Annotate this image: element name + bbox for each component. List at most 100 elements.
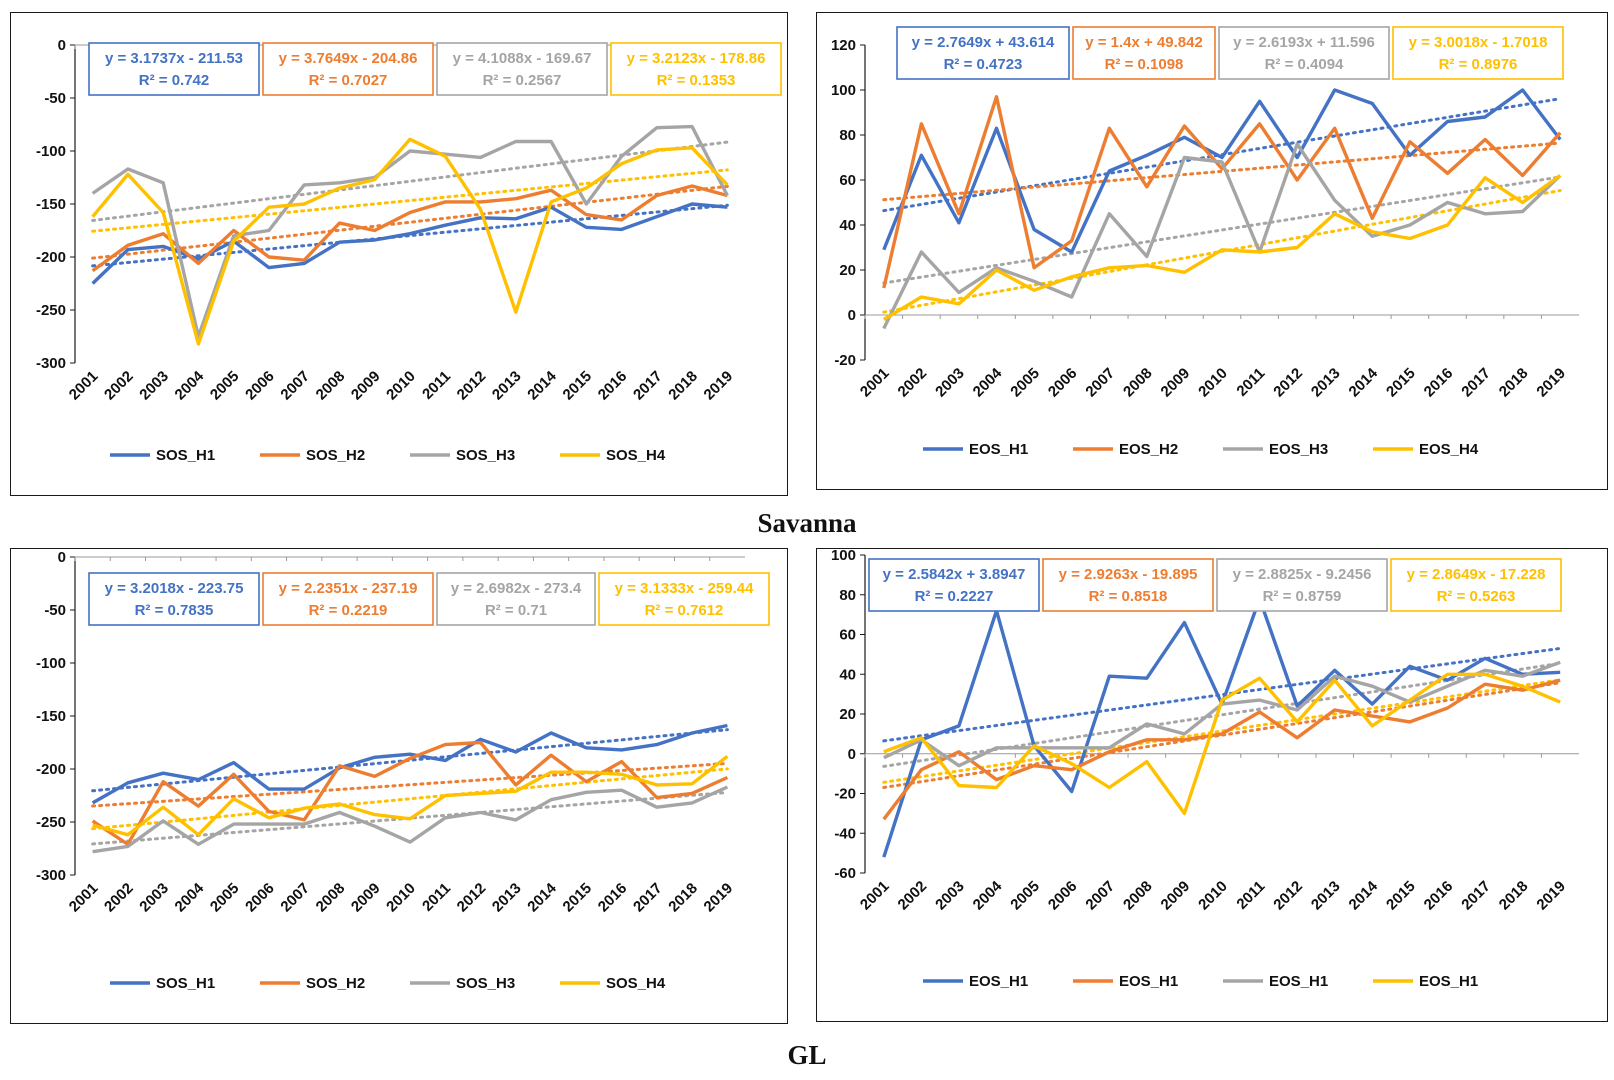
- y-tick-label: -20: [834, 786, 856, 803]
- equation-box: [88, 572, 260, 626]
- x-tick-label: 2019: [1533, 365, 1569, 401]
- x-tick-label: 2018: [1496, 878, 1532, 914]
- legend-label: SOS_H2: [306, 447, 365, 464]
- x-tick-label: 2019: [1533, 878, 1569, 914]
- legend-label: SOS_H3: [456, 975, 515, 992]
- x-tick-label: 2001: [857, 365, 893, 401]
- x-tick-label: 2006: [242, 368, 278, 404]
- x-tick-label: 2002: [101, 880, 137, 916]
- series-line-sos_h1: [91, 202, 728, 285]
- x-tick-label: 2012: [454, 368, 490, 404]
- x-tick-label: 2013: [1308, 878, 1344, 914]
- x-tick-label: 2014: [1346, 877, 1382, 913]
- equation-text: y = 2.9263x - 19.895: [1059, 566, 1198, 583]
- trendline-sos_h1: [91, 203, 729, 268]
- r-squared-text: R² = 0.1098: [1105, 56, 1184, 73]
- series-line-sos_h2: [91, 740, 729, 846]
- x-tick-label: 2001: [66, 880, 102, 916]
- chart-gl-sos: 0 -50 -100 -150 -200 -250 -300 2001 2002 2003 2004…: [10, 548, 788, 1024]
- section-label-savanna: Savanna: [757, 508, 857, 538]
- r-squared-text: R² = 0.4723: [944, 56, 1023, 73]
- equation-box: [598, 572, 770, 626]
- legend-label: SOS_H1: [156, 975, 215, 992]
- x-tick-label: 2016: [1421, 365, 1457, 401]
- x-tick-label: 2009: [348, 880, 384, 916]
- equation-text: y = 3.1737x - 211.53: [105, 50, 243, 67]
- equation-box: [1392, 26, 1564, 80]
- equation-box: [1072, 26, 1216, 80]
- r-squared-text: R² = 0.8518: [1089, 588, 1168, 605]
- x-tick-label: 2012: [454, 880, 490, 916]
- x-tick-label: 2018: [665, 368, 701, 404]
- x-tick-label: 2009: [1158, 365, 1194, 401]
- chart-savanna-eos: 120 100 80 60 40 20 0 -20 2001 2002 2003 2004 2005 20…: [816, 12, 1608, 490]
- equation-text: y = 3.2123x - 178.86: [627, 50, 766, 67]
- legend-label: EOS_H1: [1119, 973, 1178, 990]
- x-tick-label: 2016: [595, 880, 631, 916]
- x-tick-label: 2007: [277, 368, 313, 404]
- x-tick-label: 2010: [383, 880, 419, 916]
- x-tick-label: 2008: [313, 880, 349, 916]
- legend-label: EOS_H1: [969, 441, 1028, 458]
- x-tick-label: 2010: [1195, 365, 1231, 401]
- equation-box: [436, 572, 596, 626]
- section-label-gl: GL: [787, 1040, 827, 1070]
- x-tick-label: 2014: [1346, 364, 1382, 400]
- equation-text: y = 2.7649x + 43.614: [912, 34, 1055, 51]
- y-tick-label: 0: [848, 307, 856, 324]
- series-line-sos_h2: [91, 184, 728, 273]
- x-tick-label: 2011: [419, 880, 454, 915]
- equation-text: y = 3.1333x - 259.44: [615, 580, 755, 597]
- y-tick-label: -200: [36, 249, 66, 266]
- y-tick-label: -300: [36, 867, 66, 884]
- chart-gl-eos: 100 80 60 40 20 0 -20 -40 -60 2001 2002 2003 2004 200…: [816, 547, 1608, 1022]
- r-squared-text: R² = 0.7027: [309, 72, 388, 89]
- x-tick-label: 2017: [630, 368, 666, 404]
- x-tick-label: 2009: [1158, 878, 1194, 914]
- y-tick-label: -20: [834, 352, 856, 369]
- legend-label: EOS_H1: [1269, 973, 1328, 990]
- chart-savanna-sos: 0 -50 -100 -150 -200 -250 -300 2001 2002 2003 2004…: [10, 12, 788, 496]
- y-tick-label: 20: [839, 262, 856, 279]
- r-squared-text: R² = 0.2227: [915, 588, 994, 605]
- r-squared-text: R² = 0.4094: [1265, 56, 1344, 73]
- r-squared-text: R² = 0.8759: [1263, 588, 1342, 605]
- equation-text: y = 2.6982x - 273.4: [451, 580, 582, 597]
- y-tick-label: 80: [839, 127, 856, 144]
- x-tick-label: 2002: [895, 365, 931, 401]
- legend-label: EOS_H4: [1419, 441, 1479, 458]
- equation-box: [610, 42, 782, 96]
- x-tick-label: 2015: [1383, 365, 1419, 401]
- x-tick-label: 2015: [560, 368, 596, 404]
- x-tick-label: 2003: [932, 365, 968, 401]
- trendline-eos_h1: [882, 678, 1562, 784]
- legend-label: SOS_H2: [306, 975, 365, 992]
- legend-label: EOS_H1: [1419, 973, 1478, 990]
- legend-label: EOS_H3: [1269, 441, 1328, 458]
- y-tick-label: -50: [44, 90, 66, 107]
- y-tick-label: -250: [36, 814, 66, 831]
- equation-box: [896, 26, 1070, 80]
- x-tick-label: 2011: [1233, 878, 1268, 913]
- x-tick-label: 2005: [207, 880, 243, 916]
- equation-text: y = 2.2351x - 237.19: [279, 580, 418, 597]
- x-tick-label: 2007: [277, 880, 313, 916]
- y-tick-label: -60: [834, 865, 856, 882]
- x-tick-label: 2004: [172, 367, 208, 403]
- x-tick-label: 2013: [1308, 365, 1344, 401]
- equation-text: y = 3.0018x - 1.7018: [1409, 34, 1548, 51]
- y-tick-label: -100: [36, 143, 66, 160]
- series-line-eos_h1: [882, 597, 1561, 858]
- x-tick-label: 2011: [1233, 365, 1268, 400]
- trendline-eos_h1: [882, 661, 1562, 768]
- x-tick-label: 2002: [895, 878, 931, 914]
- x-tick-label: 2013: [489, 368, 525, 404]
- y-tick-label: 60: [839, 627, 856, 644]
- equation-text: y = 2.5842x + 3.8947: [883, 566, 1026, 583]
- x-tick-label: 2002: [101, 368, 137, 404]
- trendline-eos_h2: [882, 141, 1562, 202]
- x-tick-label: 2014: [524, 367, 560, 403]
- r-squared-text: R² = 0.7612: [645, 602, 724, 619]
